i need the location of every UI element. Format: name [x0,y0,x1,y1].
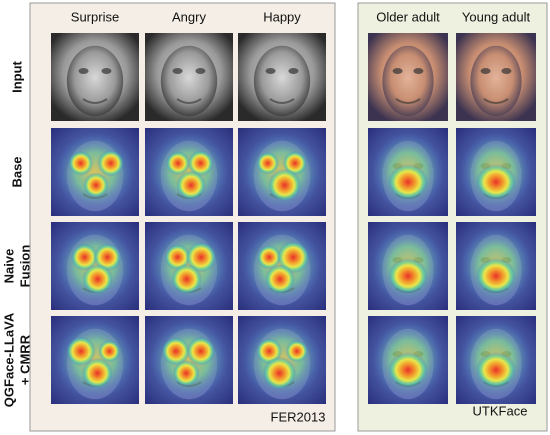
image-cell [145,316,233,404]
face [253,45,311,117]
image-cell [368,128,448,216]
row-label: QGFace-LLaVA [1,312,16,407]
image-cell [51,128,139,216]
image-cell [456,128,536,216]
attention [171,263,202,295]
image-cell [145,33,233,121]
attention [166,151,190,176]
eye [392,68,403,74]
image-cell [238,128,326,216]
mouth [82,98,108,104]
column-header: Older adult [376,9,440,24]
eye [501,68,512,74]
attention [172,359,200,387]
attention [265,264,295,295]
attention [476,352,516,388]
dataset-label: FER2013 [271,409,326,424]
face [382,45,434,117]
attention [82,357,113,389]
eye [172,68,183,74]
eye [480,68,491,74]
attention [66,336,96,367]
mouth [395,98,421,104]
image-cell [238,33,326,121]
face [470,45,522,117]
attention [149,320,229,400]
image-cell [145,128,233,216]
attention [164,244,191,271]
attention [70,243,99,271]
image-cell [238,316,326,404]
row-label: Base [9,156,24,187]
image-cell [51,222,139,310]
eye [101,68,112,74]
eye [195,68,206,74]
image-cell [368,33,448,121]
row-label: Input [9,60,24,92]
image-cell [51,316,139,404]
attention [476,258,516,294]
column-header: Happy [263,9,301,24]
attention [285,340,309,363]
attention [388,164,428,200]
eye [265,68,276,74]
face [160,45,218,117]
attention [187,150,214,177]
eye [78,68,89,74]
attention [98,340,121,363]
image-cell [238,222,326,310]
face [66,45,124,117]
attention [388,352,428,388]
column-header: Angry [172,9,206,24]
row-label: + CMRR [17,334,32,385]
attention [161,337,190,366]
mouth [269,98,295,104]
column-header: Young adult [462,9,531,24]
attention [68,150,94,176]
attention [262,356,297,390]
attention [256,152,279,175]
image-cell [456,316,536,404]
dataset-label: UTKFace [473,403,528,418]
row-label: Naive [1,249,16,284]
attention [268,168,302,202]
column-header: Surprise [71,9,119,24]
attention [185,241,217,273]
attention [476,164,516,200]
attention [186,336,216,366]
image-cell [456,33,536,121]
attention [82,263,114,295]
attention [176,170,206,200]
image-cell [368,316,448,404]
eye [288,68,299,74]
attention [55,132,135,212]
image-cell [51,33,139,121]
attention [97,149,125,177]
image-cell [456,222,536,310]
eye [413,68,424,74]
image-cell [145,222,233,310]
attention [282,151,307,176]
attention [257,245,282,270]
image-cell [368,222,448,310]
mouth [483,98,509,104]
row-label: Fusion [17,245,32,288]
attention [388,258,428,294]
attention [83,172,109,198]
mouth [176,98,202,104]
